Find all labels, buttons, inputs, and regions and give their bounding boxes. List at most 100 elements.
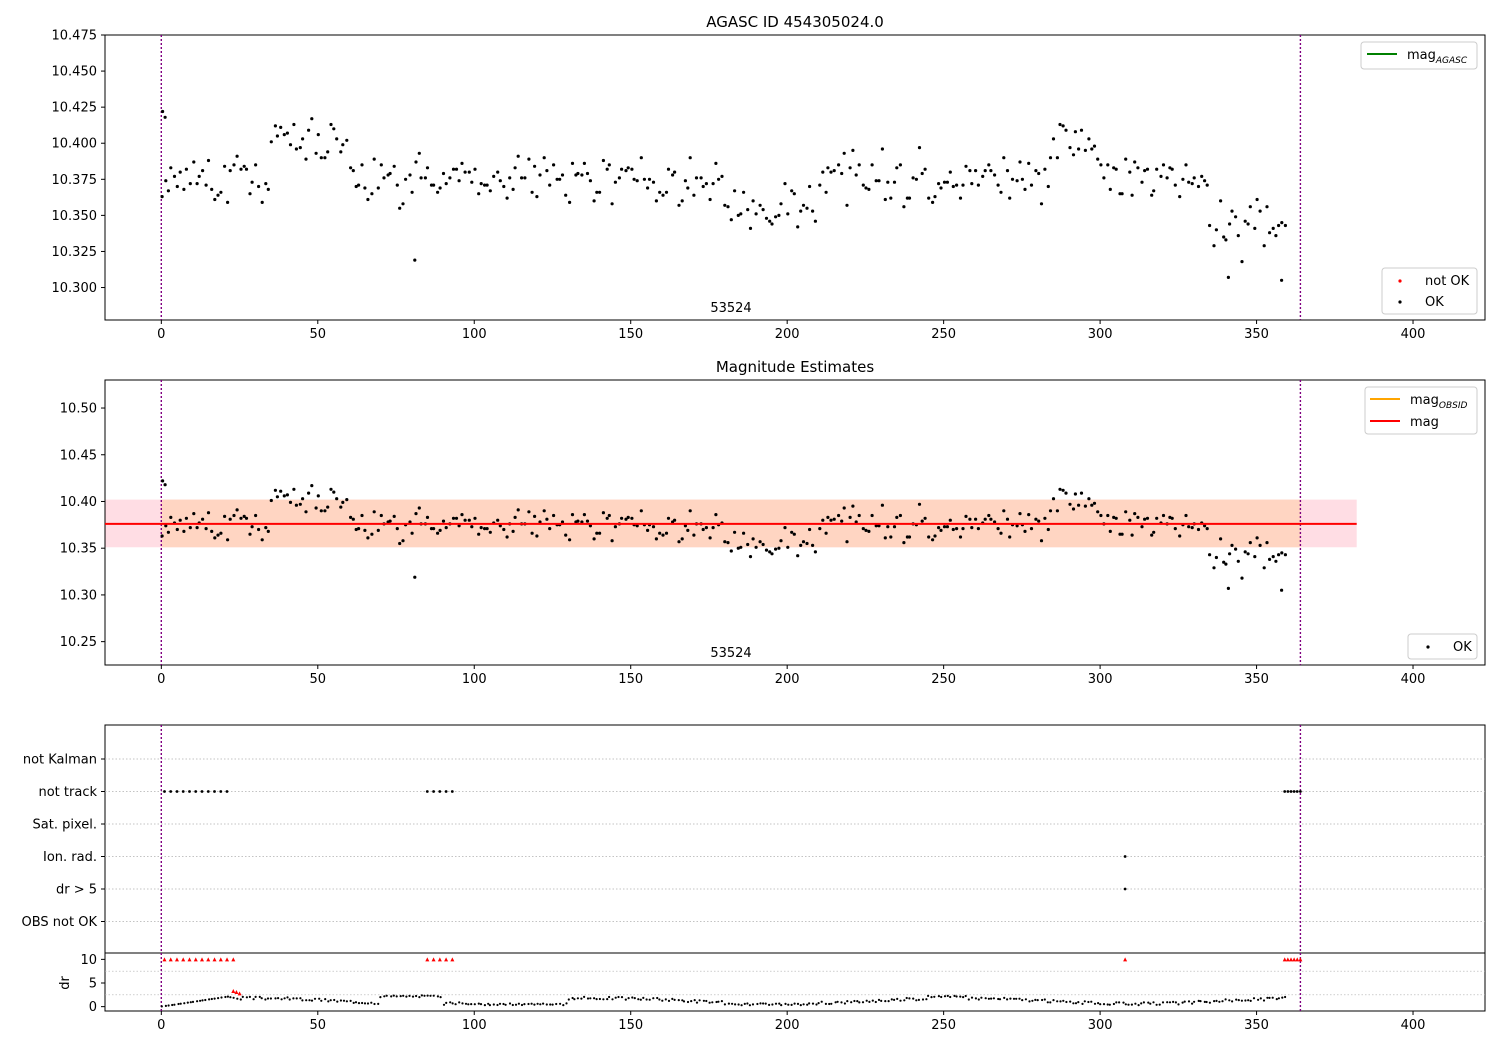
panel1-point: [680, 199, 684, 203]
panel1-point: [714, 161, 718, 165]
panel2-point: [1196, 527, 1201, 532]
panel1-point: [877, 179, 881, 183]
dr-point: [887, 1000, 890, 1003]
panel2-legend-lower: OK: [1407, 633, 1478, 660]
panel1-point: [620, 167, 624, 171]
panel1-point: [432, 183, 436, 187]
panel2-point: [968, 517, 972, 521]
panel2-point: [432, 527, 436, 531]
panel1-point: [1196, 184, 1201, 189]
panel2-y-tick-label: 10.25: [60, 635, 97, 650]
panel2-point: [840, 519, 844, 523]
flag-label: not Kalman: [23, 753, 97, 768]
panel1-point: [1161, 163, 1166, 167]
panel2-obsid-label: 53524: [710, 646, 751, 661]
panel2-point: [1048, 509, 1053, 513]
panel1-point: [351, 169, 355, 173]
panel1-point: [1090, 147, 1094, 151]
dr-point: [508, 1002, 512, 1005]
panel1-point: [1159, 174, 1163, 178]
panel2-point: [226, 538, 230, 542]
dr-not-ok-marker: [162, 957, 167, 962]
panel2-point: [1219, 537, 1223, 541]
dr-point: [432, 994, 435, 997]
dr-point: [992, 997, 996, 1000]
dr-point: [702, 999, 706, 1002]
dr-point: [1077, 1001, 1080, 1004]
dr-point: [1062, 999, 1065, 1002]
panel1-point: [197, 174, 201, 178]
dr-point: [903, 999, 906, 1002]
dr-point: [768, 1003, 771, 1007]
panel1-legend-upper: magAGASC: [1360, 41, 1478, 70]
dr-point: [342, 999, 346, 1002]
dr-point: [861, 1001, 865, 1004]
dr-point: [1177, 1003, 1180, 1006]
panel1-axes-frame: [104, 34, 1486, 321]
panel2-point: [1222, 560, 1226, 564]
magnitude-estimates-panel: Magnitude Estimates 0 50 100 150 200 250 300 35…: [60, 358, 1486, 687]
dr-point: [997, 997, 1000, 1001]
panel2-point: [316, 494, 320, 498]
dr-point: [196, 1000, 199, 1003]
panel1-point: [398, 206, 402, 210]
panel2-point: [175, 527, 179, 532]
dr-point: [1137, 1004, 1140, 1007]
dr-point: [824, 1002, 828, 1006]
dr-point: [160, 1005, 163, 1008]
dr-point: [737, 1003, 740, 1006]
panel1-point: [974, 169, 978, 173]
dr-point: [352, 1001, 355, 1005]
panel1-point: [1010, 177, 1015, 181]
panel2-point: [425, 515, 430, 520]
panel2-point: [473, 516, 477, 520]
dr-point: [871, 999, 874, 1002]
panel2-point: [1106, 513, 1110, 518]
dr-point: [1161, 1001, 1165, 1004]
panel1-point: [699, 176, 703, 180]
panel1-point: [488, 189, 492, 193]
panel1-point: [1055, 156, 1059, 160]
dr-point: [236, 997, 239, 1000]
panel1-point: [354, 184, 358, 189]
panel2-x-tick-label: 50: [310, 672, 327, 687]
dr-point: [868, 1000, 871, 1004]
dr-point: [258, 995, 261, 999]
dr-point: [479, 1003, 483, 1006]
panel2-point: [1170, 516, 1174, 520]
panel1-point: [164, 179, 168, 183]
panel2-point: [923, 516, 927, 520]
dr-point: [1174, 1001, 1177, 1004]
dr-point: [573, 998, 576, 1001]
dr-point: [1199, 1000, 1202, 1003]
panel2-point: [754, 545, 758, 549]
panel2-point: [1240, 576, 1244, 580]
panel2-point: [989, 517, 993, 521]
panel1-point: [282, 133, 286, 137]
panel1-point: [260, 200, 264, 204]
dr-not-ok-marker: [450, 957, 455, 962]
panel2-point: [228, 517, 232, 521]
panel1-point: [1168, 166, 1172, 170]
panel2-x-tick-label: 350: [1244, 672, 1269, 687]
panel2-point: [1280, 588, 1284, 592]
legend-ok-label-2: OK: [1453, 640, 1472, 655]
panel1-point: [1048, 156, 1053, 160]
panel2-point: [1243, 550, 1247, 554]
dr-point: [1099, 1003, 1102, 1006]
panel1-point: [632, 177, 636, 181]
dr-not-ok-marker: [212, 957, 217, 962]
dr-point: [908, 997, 911, 1000]
dr-point: [373, 1002, 376, 1006]
panel1-point: [1274, 234, 1278, 238]
panel2-point: [545, 517, 549, 521]
panel1-point: [232, 163, 236, 167]
legend-not-ok-marker: [1398, 279, 1402, 283]
panel2-point: [511, 529, 515, 534]
dr-point: [299, 997, 302, 1000]
panel1-point: [1043, 167, 1047, 171]
panel2-x-tick-label: 200: [775, 672, 800, 687]
legend-not-ok-label: not OK: [1425, 274, 1470, 289]
panel2-point: [496, 518, 500, 522]
